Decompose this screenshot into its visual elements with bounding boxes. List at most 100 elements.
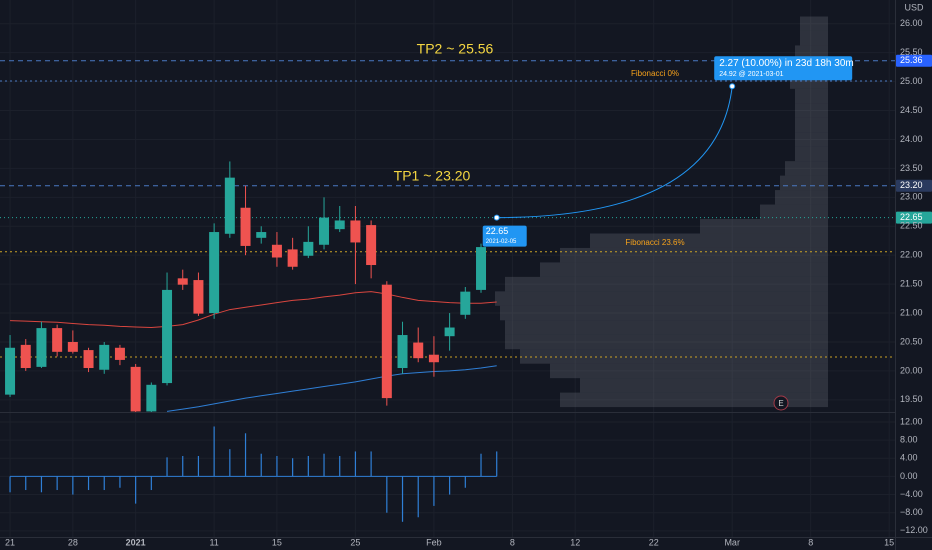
candle-body [52,328,63,352]
oscillator-bar [166,457,168,477]
candle-body [334,220,345,230]
levels [0,54,932,358]
y-tick-label: 21.50 [900,278,923,288]
oscillator-bar [449,476,451,495]
end-tooltip [714,56,853,81]
moving-average [10,291,497,329]
fib-label: Fibonacci 23.6% [625,238,684,247]
candle-body [162,289,173,384]
oscillator-bar [292,458,294,477]
candle-body [5,347,16,395]
candle-body [130,366,141,412]
candle-body [209,232,220,314]
candle-body [193,280,204,314]
oscillator-bar [323,453,325,477]
y-tick-label: −12.00 [900,525,928,535]
price-label-bg [896,54,932,67]
x-tick-label: 15 [884,537,894,547]
profile-bar [700,219,828,234]
y-tick-label: 19.50 [900,394,923,404]
projection-end [729,83,736,90]
price-label-bg [896,211,932,224]
start-date: 2021-02-05 [486,239,517,245]
y-tick-label: 23.50 [900,163,923,173]
profile-bar [795,88,828,104]
candle-body [350,220,361,243]
x-tick-label: 12 [570,537,580,547]
fib-label: Fibonacci 0% [631,69,679,78]
start-price: 22.65 [486,226,509,236]
profile-bar [505,320,828,335]
oscillator-bar [135,476,137,504]
candle-body [146,384,157,412]
profile-bar [580,378,828,393]
candle-body [287,249,298,267]
oscillator-bar [40,476,43,493]
profile-bar [540,262,828,277]
x-tick-label: Feb [426,537,442,547]
profile-bar [505,276,828,292]
projection-end-label: 24.92 @ 2021-03-01 [719,71,783,78]
candle-body [476,247,487,290]
candle-body [99,344,110,370]
tp1-label: TP1 ~ 23.20 [394,168,471,184]
y-tick-label: 22.50 [900,221,923,231]
oscillator-bar [354,451,357,477]
profile-bar [795,132,828,147]
earnings-label: E [778,399,783,408]
profile-bar [500,305,828,321]
oscillator-bar [119,476,121,488]
oscillator-bar [370,451,372,477]
oscillator-bar [464,476,466,488]
candle-body [397,335,408,369]
x-tick-label: 28 [68,537,78,547]
x-tick-label: Mar [724,537,740,547]
candle-body [460,291,471,315]
x-tick-label: 25 [350,537,360,547]
price-label: 22.65 [900,212,923,222]
oscillator-bar [496,451,498,477]
profile-bar [560,392,828,408]
oscillator-panel [9,426,498,522]
oscillator-bar [386,476,388,513]
y-tick-label: 12.00 [900,416,923,426]
projection-change: 2.27 (10.00%) in 23d 18h 30m [719,58,854,69]
earnings-marker[interactable] [773,395,789,411]
oscillator-bar [401,476,404,522]
y-tick-label: −4.00 [900,489,923,499]
x-tick-label: 21 [5,537,15,547]
tp2-label: TP2 ~ 25.56 [417,41,494,57]
candle-body [20,344,31,369]
profile-bar [495,291,828,306]
candle-body [240,207,251,246]
x-tick-label: 15 [272,537,282,547]
profile-bar [800,30,828,46]
x-tick-label: 8 [510,537,515,547]
profile-bar [550,363,828,379]
oscillator-bar [182,455,184,477]
price-panel [5,56,853,412]
profile-bar [795,103,828,118]
y-tick-label: 23.00 [900,192,923,202]
oscillator-bar [244,433,247,477]
profile-bar [760,204,828,220]
oscillator-bar [307,455,309,477]
projection-start [493,214,500,221]
candle-body [177,278,188,285]
candle-body [444,327,455,337]
y-tick-label: 0.00 [900,471,918,481]
oscillator-bar [213,426,215,477]
y-tick-label: 4.00 [900,453,918,463]
oscillator-bar [417,476,419,518]
candle-body [319,217,330,245]
price-label-bg [896,179,932,192]
oscillator-bar [87,476,90,491]
projection-curve [496,86,733,219]
profile-bar [505,334,828,350]
candle-body [114,347,125,360]
moving-average [166,365,497,412]
profile-bar [590,233,828,248]
oscillator-bar [25,476,27,491]
oscillator-bar [480,453,482,477]
